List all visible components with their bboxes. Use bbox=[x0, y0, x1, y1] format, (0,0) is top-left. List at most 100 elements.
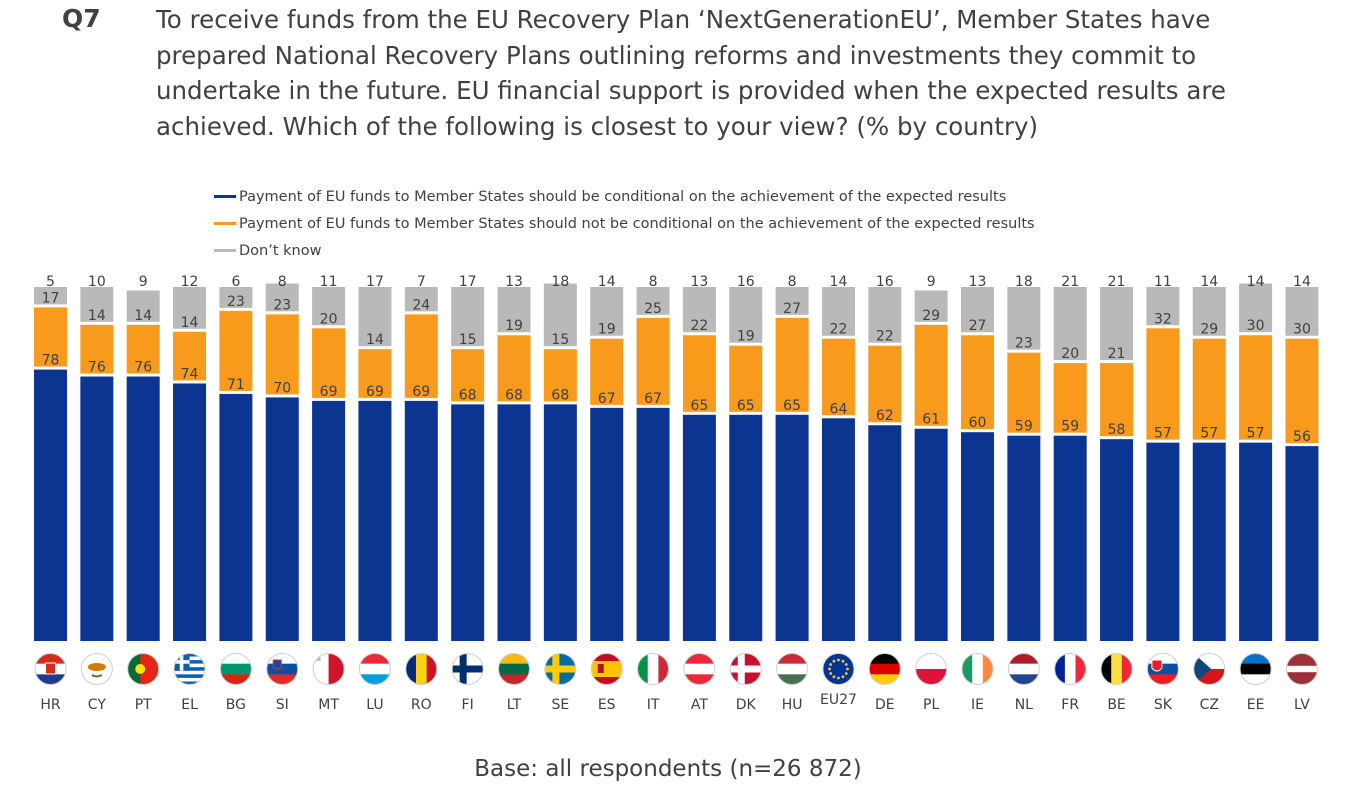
bar-not-conditional-EL bbox=[173, 331, 207, 381]
x-label-BG: BG bbox=[226, 697, 246, 713]
bar-dont-know-EE bbox=[1239, 283, 1273, 333]
label-conditional-IE: 60 bbox=[969, 415, 987, 431]
flag-icon-RO bbox=[405, 653, 438, 685]
label-not-conditional-LV: 30 bbox=[1293, 322, 1311, 338]
label-conditional-EL: 74 bbox=[181, 366, 199, 382]
bar-dont-know-SE bbox=[543, 283, 577, 347]
label-not-conditional-AT: 22 bbox=[690, 318, 708, 334]
bar-conditional-CZ bbox=[1192, 442, 1226, 641]
label-dont-know-FR: 21 bbox=[1061, 274, 1079, 290]
x-label-HU: HU bbox=[782, 697, 803, 713]
bar-conditional-IE bbox=[961, 432, 994, 641]
legend-swatch-conditional bbox=[214, 195, 236, 198]
flag-icon-FR bbox=[1054, 653, 1087, 685]
label-conditional-DE: 62 bbox=[876, 408, 894, 424]
label-not-conditional-ES: 19 bbox=[598, 322, 616, 338]
bar-not-conditional-MT bbox=[312, 328, 346, 398]
bar-not-conditional-LV bbox=[1285, 338, 1319, 444]
label-dont-know-PL: 9 bbox=[927, 274, 936, 290]
label-dont-know-IE: 13 bbox=[969, 274, 987, 290]
bar-conditional-IT bbox=[636, 407, 670, 641]
flag-icon-FI bbox=[451, 653, 484, 685]
bar-dont-know-NL bbox=[1007, 287, 1041, 350]
x-label-EL: EL bbox=[181, 697, 198, 713]
bar-not-conditional-EE bbox=[1239, 335, 1273, 440]
x-label-IE: IE bbox=[971, 697, 984, 713]
flag-icon-HR bbox=[34, 653, 67, 685]
label-conditional-SE: 68 bbox=[551, 387, 569, 403]
label-conditional-FI: 68 bbox=[459, 387, 477, 403]
flag-icon-SI bbox=[266, 653, 299, 685]
x-label-RO: RO bbox=[411, 697, 432, 713]
x-label-NL: NL bbox=[1015, 697, 1033, 713]
bar-not-conditional-ES bbox=[590, 338, 624, 405]
label-conditional-LT: 68 bbox=[505, 387, 523, 403]
bar-dont-know-FR bbox=[1053, 287, 1087, 361]
bar-conditional-EL bbox=[173, 383, 207, 641]
flag-icon-EL bbox=[173, 653, 206, 685]
x-label-ES: ES bbox=[598, 697, 616, 713]
bar-conditional-BG bbox=[219, 393, 253, 641]
label-not-conditional-IE: 27 bbox=[969, 318, 987, 334]
x-label-AT: AT bbox=[691, 697, 708, 713]
bar-conditional-SK bbox=[1146, 442, 1180, 641]
label-dont-know-NL: 18 bbox=[1015, 274, 1033, 290]
bar-conditional-FR bbox=[1053, 435, 1087, 641]
label-conditional-SI: 70 bbox=[273, 380, 291, 396]
label-dont-know-LU: 17 bbox=[366, 274, 384, 290]
bar-dont-know-CZ bbox=[1192, 287, 1226, 336]
label-not-conditional-EE: 30 bbox=[1247, 318, 1265, 334]
bar-dont-know-FI bbox=[451, 287, 485, 347]
x-label-DE: DE bbox=[875, 697, 895, 713]
label-dont-know-ES: 14 bbox=[598, 274, 616, 290]
x-label-EU27: EU27 bbox=[820, 692, 857, 708]
label-conditional-MT: 69 bbox=[320, 384, 338, 400]
bar-dont-know-PT bbox=[126, 290, 160, 322]
bar-dont-know-LU bbox=[358, 287, 392, 347]
bar-not-conditional-AT bbox=[682, 335, 716, 412]
x-label-PT: PT bbox=[135, 697, 152, 713]
bar-dont-know-SI bbox=[265, 283, 299, 312]
label-conditional-SK: 57 bbox=[1154, 426, 1172, 442]
flag-icon-IE bbox=[961, 653, 994, 685]
flag-icon-BE bbox=[1100, 653, 1133, 685]
bar-conditional-RO bbox=[404, 400, 438, 641]
bar-dont-know-CY bbox=[80, 287, 114, 322]
bar-conditional-LU bbox=[358, 400, 392, 641]
label-dont-know-HR: 5 bbox=[46, 274, 55, 290]
x-label-BE: BE bbox=[1107, 697, 1125, 713]
flag-icon-LV bbox=[1285, 653, 1318, 685]
flag-icon-PT bbox=[127, 653, 160, 685]
bar-conditional-AT bbox=[682, 414, 716, 641]
label-conditional-CZ: 57 bbox=[1200, 426, 1218, 442]
label-not-conditional-DK: 19 bbox=[737, 329, 755, 345]
flag-icon-SE bbox=[544, 653, 577, 685]
label-dont-know-AT: 13 bbox=[690, 274, 708, 290]
bar-dont-know-LV bbox=[1285, 287, 1319, 336]
flag-icon-SK bbox=[1146, 653, 1179, 685]
label-not-conditional-BG: 23 bbox=[227, 294, 245, 310]
legend-swatch-not-conditional bbox=[214, 222, 236, 225]
bar-not-conditional-CZ bbox=[1192, 338, 1226, 440]
bar-not-conditional-BG bbox=[219, 310, 253, 391]
bar-conditional-LV bbox=[1285, 446, 1319, 641]
label-dont-know-FI: 17 bbox=[459, 274, 477, 290]
label-not-conditional-CZ: 29 bbox=[1200, 322, 1218, 338]
label-dont-know-MT: 11 bbox=[320, 274, 338, 290]
bar-not-conditional-PL bbox=[914, 324, 948, 426]
bar-dont-know-BE bbox=[1100, 287, 1134, 361]
bar-conditional-NL bbox=[1007, 435, 1041, 641]
legend-label-dont-know: Don’t know bbox=[239, 242, 322, 259]
label-dont-know-LV: 14 bbox=[1293, 274, 1311, 290]
bar-dont-know-BG bbox=[219, 287, 253, 308]
label-conditional-RO: 69 bbox=[412, 384, 430, 400]
label-conditional-LV: 56 bbox=[1293, 429, 1311, 445]
bar-dont-know-EU27 bbox=[821, 287, 855, 336]
x-label-LV: LV bbox=[1294, 697, 1310, 713]
bar-dont-know-IE bbox=[961, 287, 994, 333]
bar-dont-know-SK bbox=[1146, 287, 1180, 326]
bar-not-conditional-IT bbox=[636, 317, 670, 405]
bar-conditional-MT bbox=[312, 400, 346, 641]
bar-not-conditional-FR bbox=[1053, 363, 1087, 433]
bar-conditional-SI bbox=[265, 397, 299, 641]
